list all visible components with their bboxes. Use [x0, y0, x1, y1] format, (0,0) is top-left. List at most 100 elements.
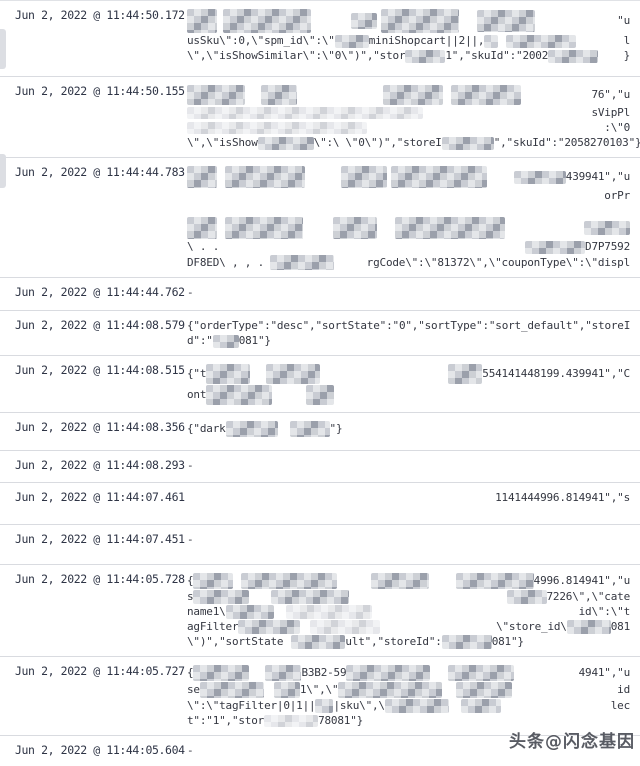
message-line: -	[187, 286, 630, 300]
message-fragment: rgCode\":\"81372\",\"couponType\":\"disp…	[366, 255, 631, 269]
log-row[interactable]: Jun 2, 2022 @ 11:44:08.356 {"dark "}	[0, 413, 640, 451]
message-line: -	[187, 459, 630, 473]
message-fragment: \",\"isShowSimilar\":\"0\")","stor	[187, 49, 406, 62]
message-cell: -	[187, 532, 636, 548]
timestamp-cell: Jun 2, 2022 @ 11:44:44.783	[15, 165, 185, 179]
message-line: 1141444996.814941","s	[187, 491, 630, 505]
redacted-mosaic	[264, 715, 319, 727]
redacted-mosaic	[273, 682, 300, 698]
redacted-mosaic	[265, 665, 302, 681]
message-fragment: {"t	[187, 367, 207, 380]
message-fragment: l	[623, 34, 631, 47]
redacted-mosaic	[306, 385, 335, 405]
timestamp-cell: Jun 2, 2022 @ 11:44:08.293	[15, 458, 185, 472]
message-fragment: \":\"tagFilter|0|1||	[187, 699, 316, 712]
message-fragment: name1\	[187, 605, 226, 618]
redacted-mosaic	[513, 170, 566, 184]
line-spacer	[187, 204, 630, 216]
scrollbar-fragment[interactable]	[0, 29, 6, 69]
log-row[interactable]: Jun 2, 2022 @ 11:44:07.461 1141444996.81…	[0, 483, 640, 525]
message-line: agFilter \"store_id\ 081	[187, 620, 630, 634]
redacted-mosaic	[187, 166, 217, 188]
message-fragment: D7P7592	[585, 240, 630, 253]
message-fragment: t":"1","stor	[187, 714, 265, 727]
redacted-mosaic	[266, 364, 321, 384]
timestamp-cell: Jun 2, 2022 @ 11:44:05.727	[15, 664, 185, 678]
message-fragment: agFilter	[187, 620, 239, 633]
message-fragment: 78081"}	[318, 714, 364, 727]
redacted-mosaic	[548, 49, 599, 63]
scrollbar-fragment[interactable]	[0, 154, 6, 188]
log-row[interactable]: Jun 2, 2022 @ 11:44:07.451 -	[0, 525, 640, 565]
log-row[interactable]: Jun 2, 2022 @ 11:44:08.579 {"orderType":…	[0, 311, 640, 356]
redacted-mosaic	[187, 122, 367, 134]
message-fragment: miniShopcart||2||,	[368, 34, 485, 47]
log-row[interactable]: Jun 2, 2022 @ 11:44:44.762 -	[0, 278, 640, 311]
message-line: -	[187, 533, 630, 547]
message-fragment: 76","u	[591, 88, 630, 101]
timestamp-cell: Jun 2, 2022 @ 11:44:07.451	[15, 532, 185, 546]
timestamp-cell: Jun 2, 2022 @ 11:44:08.515	[15, 363, 185, 377]
redacted-mosaic	[456, 682, 513, 698]
redacted-mosaic	[484, 34, 499, 48]
message-line: {"dark "}	[187, 421, 630, 437]
redacted-mosaic	[584, 221, 630, 235]
redacted-mosaic	[225, 166, 305, 188]
message-line: \")","sortState ult","storeId": 081"}	[187, 635, 630, 649]
log-row[interactable]: Jun 2, 2022 @ 11:44:05.728 {4996.814941"…	[0, 565, 640, 657]
message-line: -	[187, 744, 630, 758]
redacted-mosaic	[525, 240, 586, 254]
log-row[interactable]: Jun 2, 2022 @ 11:44:44.783 439941","u orP…	[0, 158, 640, 278]
message-fragment: DF8ED\ , , .	[187, 255, 265, 269]
message-fragment: 081"}	[491, 635, 524, 648]
message-fragment: |sku\",\	[333, 699, 385, 712]
message-fragment: 4996.814941","u	[533, 574, 631, 587]
redacted-mosaic	[341, 166, 387, 188]
redacted-mosaic	[310, 620, 381, 634]
message-line: \",\"isShowSimilar\":\"0\")","stor 1","sk…	[187, 49, 630, 63]
message-line: t":"1","stor 78081"}	[187, 714, 630, 728]
redacted-mosaic	[441, 635, 492, 649]
redacted-mosaic	[338, 682, 443, 698]
message-cell: {"orderType":"desc","sortState":"0","sor…	[187, 318, 636, 349]
log-row[interactable]: Jun 2, 2022 @ 11:44:08.515 {"t 5541414481…	[0, 356, 640, 413]
redacted-mosaic	[223, 9, 311, 33]
message-fragment: 1","skuId":"2002	[445, 49, 549, 62]
redacted-mosaic	[566, 620, 611, 634]
redacted-mosaic	[225, 605, 274, 619]
log-row[interactable]: Jun 2, 2022 @ 11:44:05.604 -	[0, 736, 640, 766]
message-fragment: ont	[187, 388, 207, 401]
message-line: name1\ id\":\"t	[187, 605, 630, 619]
message-line: 439941","u	[187, 166, 630, 188]
timestamp-cell: Jun 2, 2022 @ 11:44:50.155	[15, 84, 185, 98]
redacted-mosaic	[371, 573, 430, 589]
log-row[interactable]: Jun 2, 2022 @ 11:44:50.155 76","u sVipPl:…	[0, 77, 640, 158]
message-fragment: 439941","u	[565, 170, 630, 183]
message-fragment: {	[187, 666, 194, 679]
redacted-mosaic	[257, 136, 314, 150]
log-row[interactable]: Jun 2, 2022 @ 11:44:08.293 -	[0, 451, 640, 483]
message-fragment: -	[187, 744, 194, 757]
message-cell: {B3B2-59 4941","u se 1\",\" id \":\"tagFilter…	[187, 664, 636, 729]
redacted-mosaic	[238, 620, 301, 634]
message-fragment: \"store_id\	[496, 620, 567, 633]
message-fragment: \",\"isShow	[187, 136, 258, 149]
redacted-mosaic	[212, 334, 239, 348]
message-fragment: :\"0	[604, 121, 630, 134]
redacted-mosaic	[381, 9, 459, 33]
redacted-mosaic	[334, 34, 369, 48]
message-fragment: se	[187, 683, 200, 696]
log-row[interactable]: Jun 2, 2022 @ 11:44:50.172 "u usSku\":0,\…	[0, 1, 640, 77]
redacted-mosaic	[351, 13, 377, 29]
redacted-mosaic	[395, 217, 505, 239]
message-cell: 1141444996.814941","s	[187, 490, 636, 506]
redacted-mosaic	[271, 590, 350, 604]
message-fragment: usSku\":0,\"spm_id\":\"	[187, 34, 335, 47]
redacted-mosaic	[289, 421, 330, 437]
message-cell: {"dark "}	[187, 420, 636, 438]
message-line: 76","u	[187, 85, 630, 105]
message-fragment: lec	[610, 699, 630, 712]
redacted-mosaic	[391, 166, 487, 188]
log-row[interactable]: Jun 2, 2022 @ 11:44:05.727 {B3B2-59 4941"…	[0, 657, 640, 736]
